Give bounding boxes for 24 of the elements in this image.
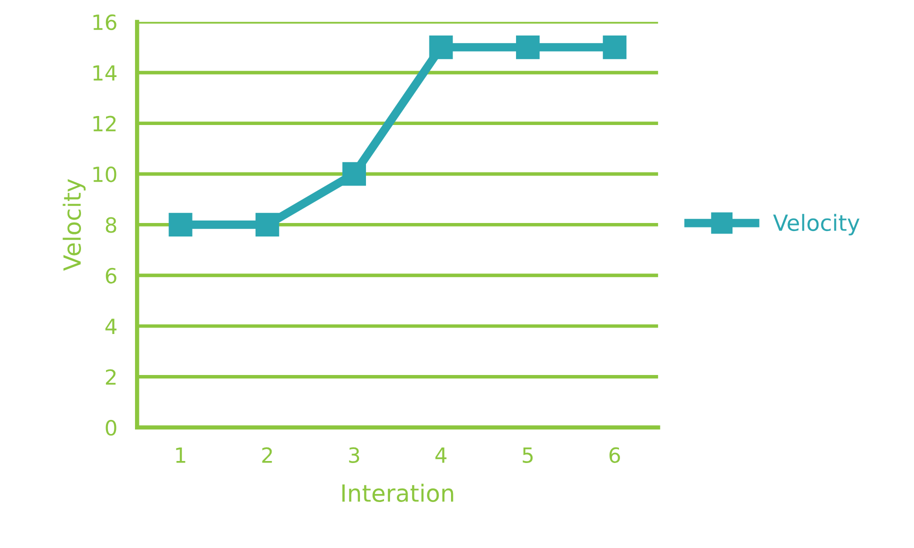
y-tick-label: 0 <box>106 420 116 436</box>
y-tick-label: 4 <box>105 318 116 334</box>
y-tick-label: 2 <box>106 369 116 385</box>
y-tick-label: 12 <box>93 116 116 132</box>
y-tick-label: 14 <box>93 65 116 81</box>
legend-label: Velocity <box>773 214 860 236</box>
x-tick-label: 2 <box>262 447 272 463</box>
point <box>429 35 453 60</box>
y-tick-label: 6 <box>106 268 116 284</box>
point <box>602 35 626 60</box>
x-tick-label: 5 <box>522 448 533 464</box>
x-axis-title: Interation <box>342 484 454 502</box>
x-tick-label: 1 <box>176 448 186 463</box>
x-tick-label: 4 <box>435 448 446 463</box>
y-tick-label: 8 <box>106 217 116 233</box>
point <box>168 212 192 236</box>
y-tick-label: 10 <box>93 166 116 182</box>
point <box>342 162 366 186</box>
x-tick-label: 3 <box>349 447 360 464</box>
y-tick-label: 16 <box>93 14 116 30</box>
point <box>256 212 280 236</box>
y-axis-title: Velocity <box>62 179 86 271</box>
x-tick-label: 6 <box>609 447 620 464</box>
point <box>516 35 540 60</box>
